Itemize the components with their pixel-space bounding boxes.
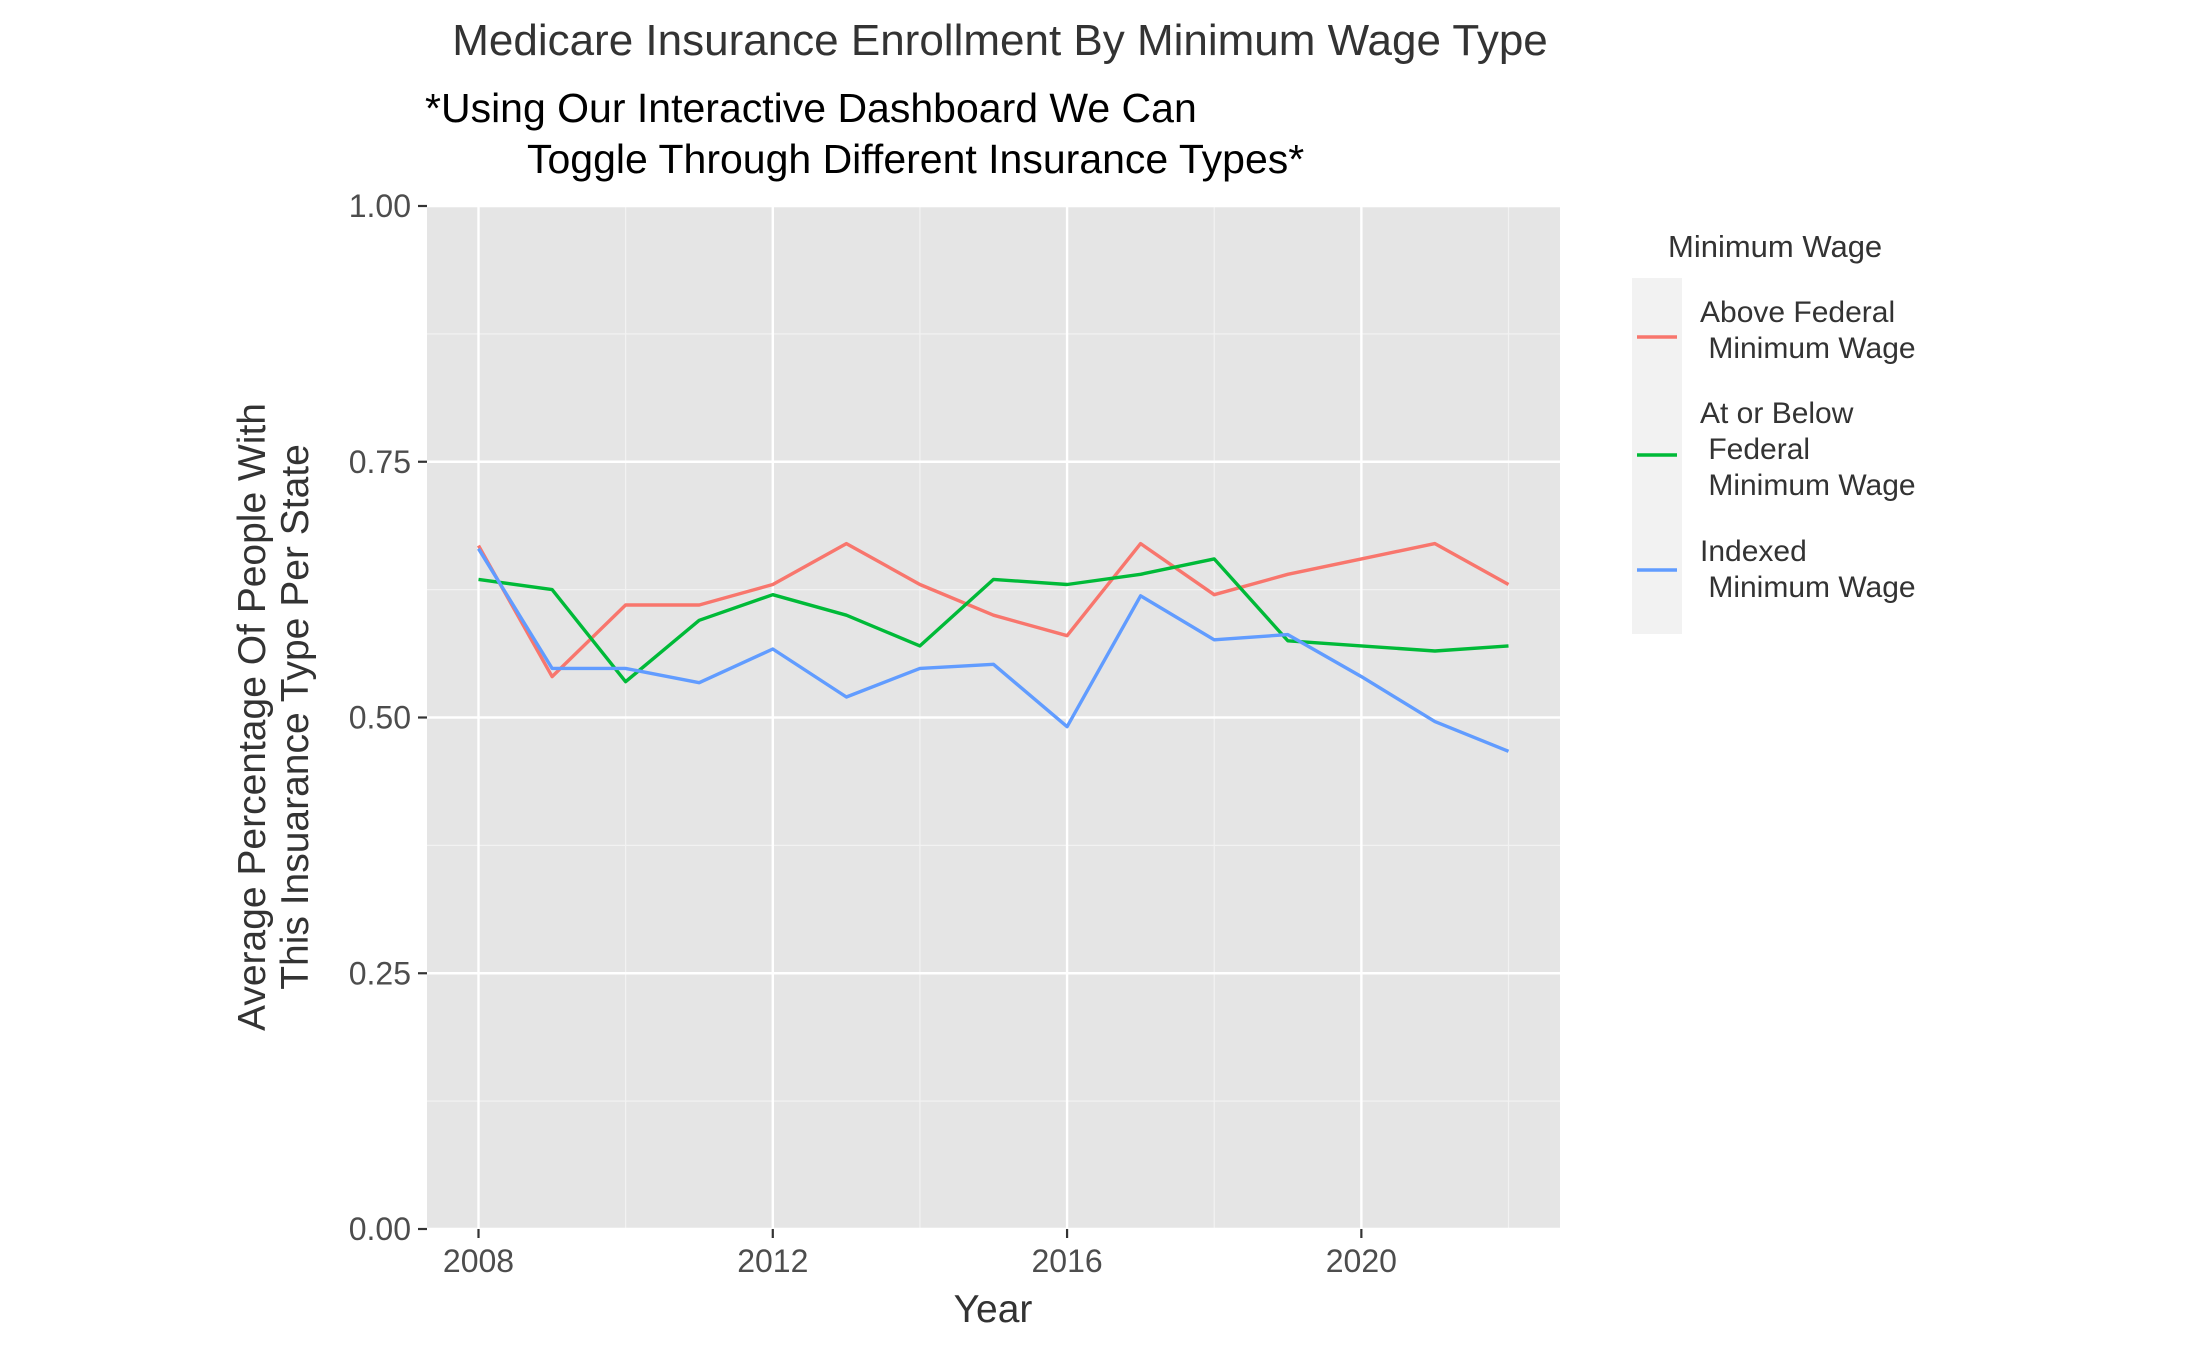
- legend-label-2: Minimum Wage: [1700, 469, 1916, 502]
- grid-major: [427, 204, 1560, 1231]
- legend-label-1: Above Federal: [1700, 296, 1895, 329]
- chart-subtitle-line-1: *Using Our Interactive Dashboard We Can: [425, 85, 1197, 131]
- legend-title: Minimum Wage: [1668, 229, 1882, 264]
- y-axis-title-line-2: This Insuarance Type Per State: [274, 444, 317, 990]
- x-axis-title: Year: [954, 1288, 1033, 1331]
- series-line-1: [477, 541, 1510, 679]
- series-lines: [477, 541, 1510, 753]
- series-line-2: [478, 557, 1509, 684]
- legend-label-3: Minimum Wage: [1700, 571, 1916, 604]
- x-tick-label: 2012: [737, 1243, 808, 1279]
- y-axis-title: Average Percentage Of People With This I…: [231, 403, 317, 1031]
- y-tick-label: 0.25: [349, 955, 411, 991]
- y-tick-label: 0.50: [349, 700, 411, 736]
- legend-label-1: Minimum Wage: [1700, 332, 1916, 365]
- y-axis: 0.00 0.25 0.50 0.75 1.00: [349, 188, 427, 1247]
- legend-label-3: Indexed: [1700, 535, 1807, 568]
- x-tick-label: 2020: [1326, 1243, 1397, 1279]
- legend-label-2: At or Below: [1700, 397, 1854, 430]
- y-tick-label: 0.00: [349, 1211, 411, 1247]
- y-tick-label: 1.00: [349, 188, 411, 224]
- legend: Minimum Wage Above Federal Minimum WageA…: [1632, 229, 1916, 634]
- x-tick-label: 2008: [443, 1243, 514, 1279]
- legend-label-2: Federal: [1700, 433, 1810, 466]
- legend-items: Above Federal Minimum Wage At or Below Fe…: [1637, 296, 1916, 604]
- series-line-3: [477, 547, 1510, 753]
- chart-subtitle-line-2: Toggle Through Different Insurance Types…: [527, 136, 1304, 182]
- y-axis-title-line-1: Average Percentage Of People With: [231, 403, 274, 1031]
- y-tick-label: 0.75: [349, 444, 411, 480]
- x-tick-label: 2016: [1031, 1243, 1102, 1279]
- x-axis: 2008 2012 2016 2020: [443, 1229, 1397, 1279]
- chart-title: Medicare Insurance Enrollment By Minimum…: [452, 16, 1548, 65]
